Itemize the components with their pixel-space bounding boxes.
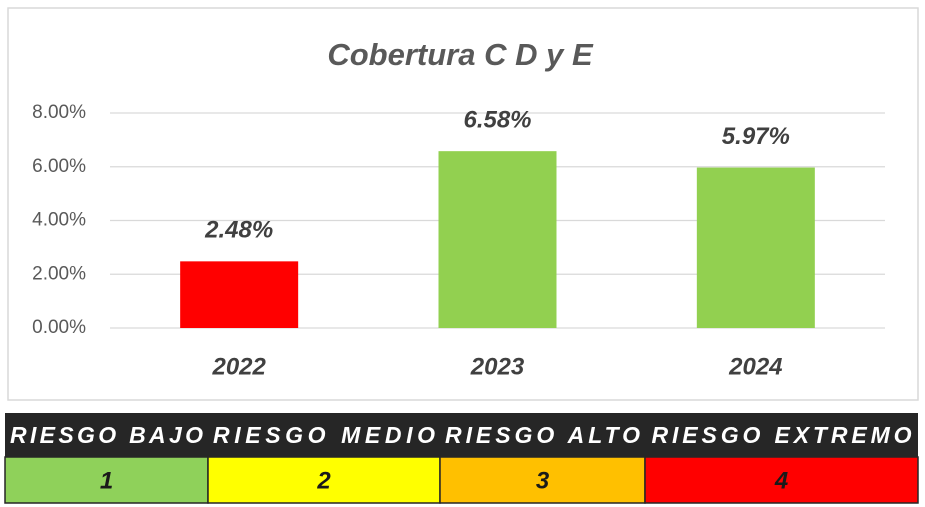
y-tick-label: 0.00% [32, 317, 86, 338]
bar [180, 261, 299, 328]
header-text: RIESGO BAJO [10, 422, 203, 448]
level-text: 4 [774, 467, 788, 494]
y-tick-label: 4.00% [32, 210, 86, 231]
level-text: 3 [536, 467, 550, 494]
header-text: RIESGO ALTO [445, 422, 640, 448]
level-text: 2 [316, 467, 331, 494]
grid: 0.00% 2.00% 4.00% 6.00% 8.00% [32, 102, 885, 338]
header-cell [208, 413, 440, 457]
risk-table: RIESGO BAJO 1 RIESGO MEDIO 2 RIESGO ALTO 3 RIE… [4, 413, 919, 504]
bars: 2022 2.48% 2023 6.58% 2024 5.97% [180, 107, 815, 380]
bar [696, 167, 815, 328]
header-cell [5, 413, 208, 457]
level-cell [644, 456, 919, 504]
data-label: 6.58% [463, 107, 531, 134]
x-tick-label: 2023 [470, 353, 525, 380]
data-label: 5.97% [722, 123, 790, 150]
header-text: RIESGO MEDIO [213, 422, 435, 448]
x-tick-label: 2024 [728, 353, 782, 380]
y-tick-label: 6.00% [32, 156, 86, 177]
y-tick-label: 2.00% [32, 263, 86, 284]
level-cell [4, 456, 209, 504]
level-cell [207, 456, 441, 504]
level-text: 1 [100, 467, 113, 494]
level-cell [439, 456, 646, 504]
x-tick-label: 2022 [211, 353, 266, 380]
y-tick-label: 8.00% [32, 102, 86, 123]
header-cell [440, 413, 645, 457]
chart-title: Cobertura C D y E [327, 37, 594, 72]
header-text: RIESGO EXTREMO [652, 422, 912, 448]
bar [438, 151, 557, 328]
header-cell [645, 413, 918, 457]
data-label: 2.48% [204, 217, 273, 244]
